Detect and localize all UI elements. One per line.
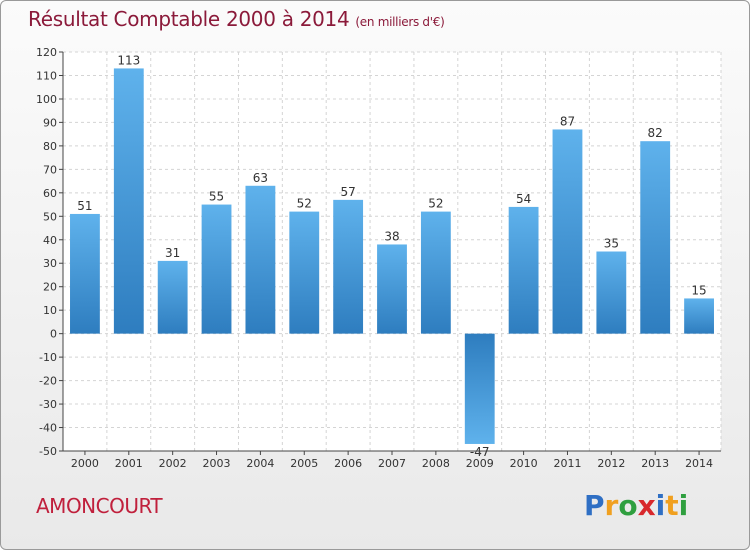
logo-letter: P xyxy=(584,489,605,522)
bar-data-label: 82 xyxy=(648,126,663,140)
y-tick-label: 20 xyxy=(43,281,57,294)
x-tick-label: 2014 xyxy=(685,457,713,470)
y-tick-label: 100 xyxy=(36,93,57,106)
x-tick-label: 2005 xyxy=(290,457,318,470)
x-tick-label: 2002 xyxy=(159,457,187,470)
y-tick-label: 10 xyxy=(43,304,57,317)
logo-letter: o xyxy=(618,489,638,522)
x-tick-label: 2007 xyxy=(378,457,406,470)
bar-data-label: 63 xyxy=(253,171,268,185)
bar-data-label: 15 xyxy=(691,283,706,297)
y-tick-label: 60 xyxy=(43,187,57,200)
chart-title: Résultat Comptable 2000 à 2014 (en millie… xyxy=(28,7,445,31)
x-tick-label: 2010 xyxy=(510,457,538,470)
chart-subtitle: (en milliers d'€) xyxy=(355,15,445,29)
x-tick-label: 2009 xyxy=(466,457,494,470)
bar xyxy=(420,211,451,334)
bar xyxy=(596,251,627,334)
bar xyxy=(113,68,144,334)
logo-letter: x xyxy=(637,489,656,522)
bar xyxy=(552,129,583,334)
y-tick-label: 90 xyxy=(43,116,57,129)
bar xyxy=(157,260,188,334)
bar xyxy=(333,199,364,334)
bar xyxy=(289,211,320,334)
bar-data-label: 51 xyxy=(77,199,92,213)
bar xyxy=(464,333,495,444)
bar xyxy=(377,244,407,334)
x-tick-label: 2013 xyxy=(641,457,669,470)
x-tick-label: 2011 xyxy=(553,457,581,470)
bar-data-label: 38 xyxy=(384,229,399,243)
x-tick-label: 2000 xyxy=(71,457,99,470)
y-tick-label: -40 xyxy=(39,422,57,435)
bar xyxy=(640,141,671,334)
y-tick-label: -10 xyxy=(39,351,57,364)
bar-data-label: 55 xyxy=(209,190,224,204)
bar-data-label: 113 xyxy=(117,53,140,67)
x-tick-label: 2006 xyxy=(334,457,362,470)
bar xyxy=(201,204,232,334)
logo-letter: i xyxy=(678,489,689,522)
logo-letter: i xyxy=(655,489,666,522)
y-tick-label: 120 xyxy=(36,46,57,59)
commune-name: AMONCOURT xyxy=(36,494,163,518)
chart-title-text: Résultat Comptable 2000 à 2014 xyxy=(28,7,350,31)
y-tick-label: 80 xyxy=(43,140,57,153)
logo-letter: t xyxy=(665,489,679,522)
bar-data-label: 87 xyxy=(560,114,575,128)
y-tick-label: 30 xyxy=(43,257,57,270)
y-tick-label: -30 xyxy=(39,398,57,411)
y-tick-label: -20 xyxy=(39,375,57,388)
x-tick-label: 2003 xyxy=(203,457,231,470)
y-tick-label: 0 xyxy=(50,328,57,341)
bar-data-label: 57 xyxy=(340,185,355,199)
logo-letter: r xyxy=(604,489,619,522)
bar-data-label: 52 xyxy=(428,197,443,211)
y-tick-label: -50 xyxy=(39,445,57,458)
x-tick-label: 2004 xyxy=(246,457,274,470)
bar xyxy=(245,185,276,334)
x-tick-label: 2012 xyxy=(597,457,625,470)
y-tick-label: 40 xyxy=(43,234,57,247)
bar xyxy=(684,298,714,334)
bar xyxy=(508,206,539,334)
bar-data-label: 31 xyxy=(165,246,180,260)
y-tick-label: 110 xyxy=(36,69,57,82)
y-tick-label: 50 xyxy=(43,210,57,223)
bar-data-label: 52 xyxy=(297,197,312,211)
bar xyxy=(70,213,100,334)
x-tick-label: 2008 xyxy=(422,457,450,470)
bar-data-label: 54 xyxy=(516,192,531,206)
proxiti-logo: Proxiti xyxy=(584,489,688,522)
x-tick-label: 2001 xyxy=(115,457,143,470)
y-tick-label: 70 xyxy=(43,163,57,176)
bar-data-label: 35 xyxy=(604,237,619,251)
